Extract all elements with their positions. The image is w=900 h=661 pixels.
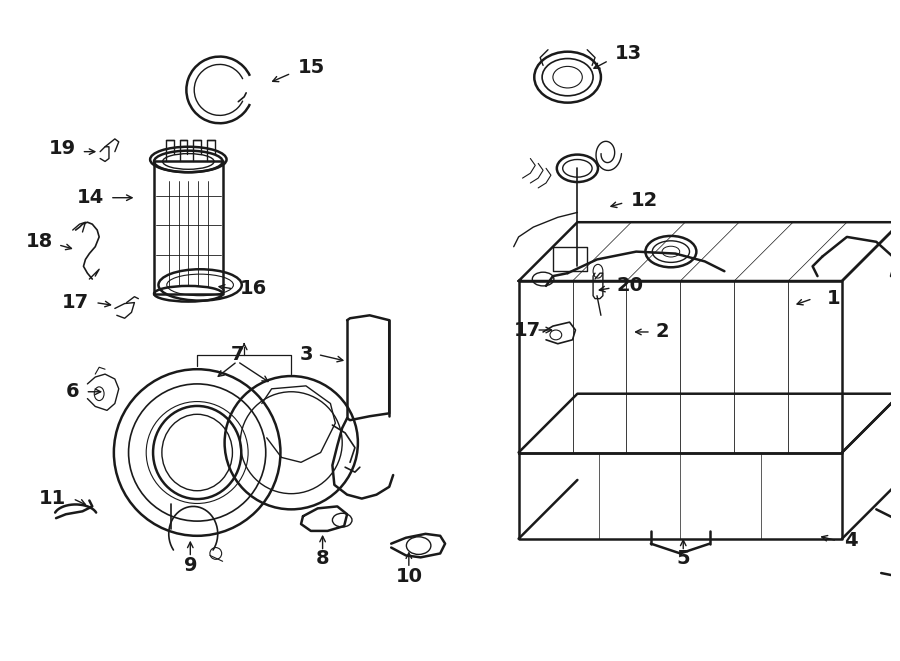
Text: 11: 11 xyxy=(39,489,66,508)
Text: 4: 4 xyxy=(844,531,858,550)
Text: 17: 17 xyxy=(514,321,541,340)
Text: 13: 13 xyxy=(615,44,642,63)
Text: 2: 2 xyxy=(656,323,670,342)
Text: 20: 20 xyxy=(616,276,643,295)
Text: 17: 17 xyxy=(62,293,89,312)
Text: 7: 7 xyxy=(230,345,244,364)
Text: 16: 16 xyxy=(240,280,267,298)
Text: 1: 1 xyxy=(827,289,841,308)
Text: 6: 6 xyxy=(66,382,79,401)
Text: 9: 9 xyxy=(184,556,197,574)
Text: 14: 14 xyxy=(76,188,104,207)
Text: 18: 18 xyxy=(26,232,53,251)
Text: 3: 3 xyxy=(300,345,313,364)
Text: 12: 12 xyxy=(631,191,659,210)
Text: 10: 10 xyxy=(395,568,422,586)
Text: 5: 5 xyxy=(677,549,690,568)
Text: 15: 15 xyxy=(298,58,326,77)
Text: 8: 8 xyxy=(316,549,329,568)
Text: 19: 19 xyxy=(49,139,76,158)
